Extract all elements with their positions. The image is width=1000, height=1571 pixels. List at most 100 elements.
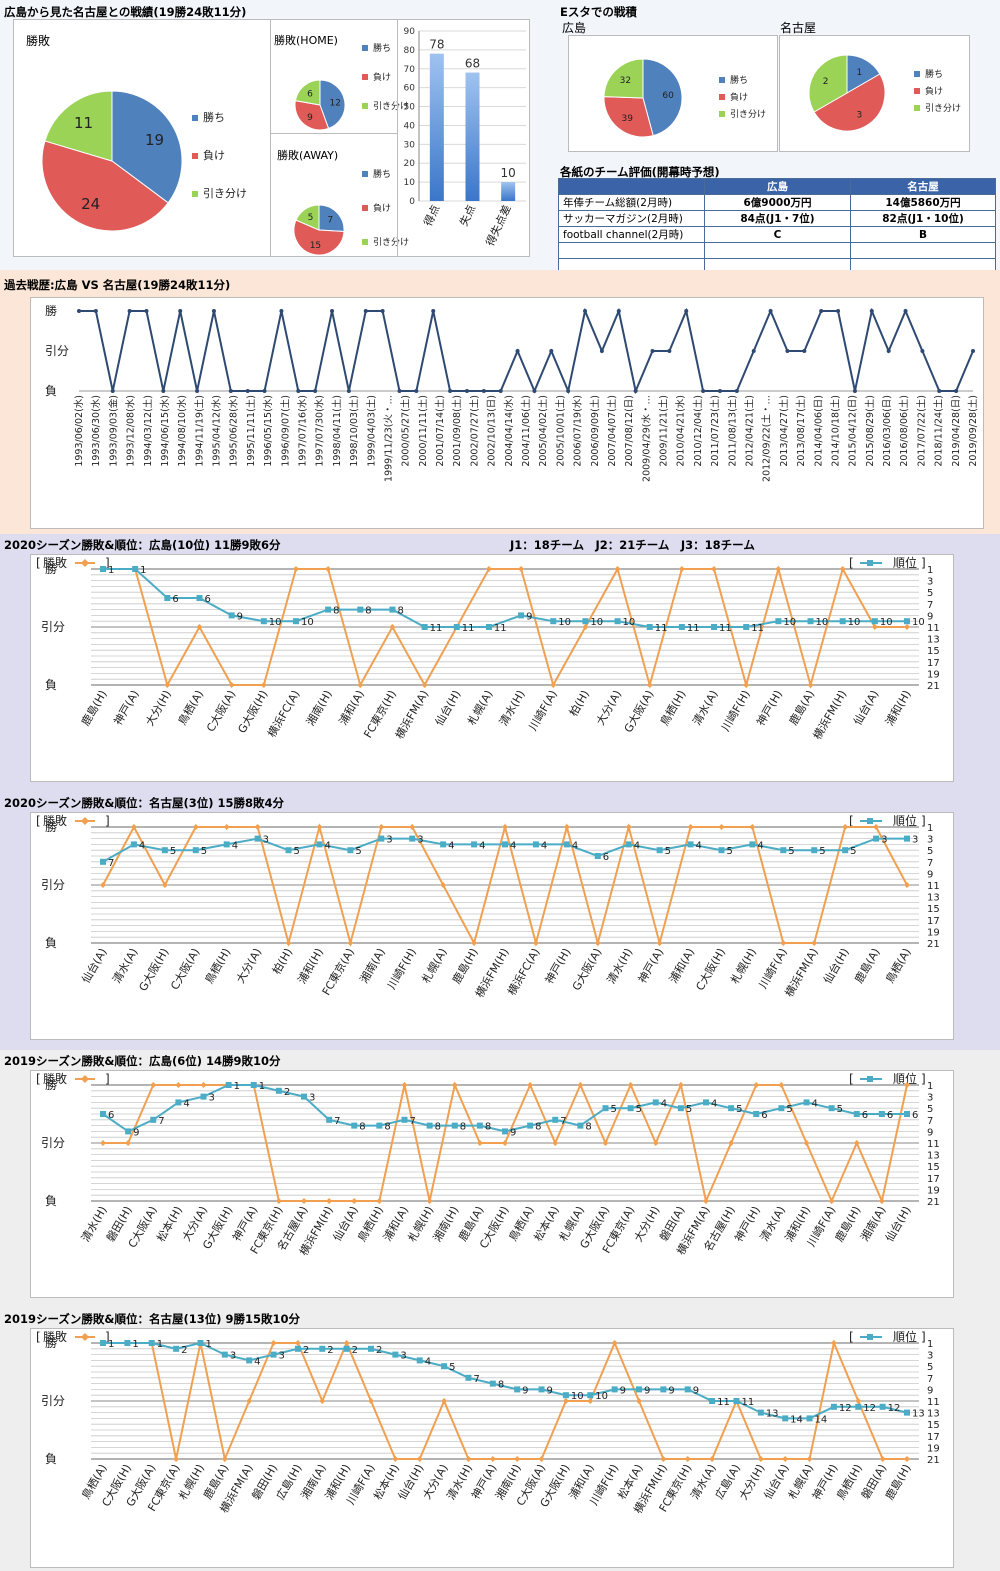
- rank-value-label: 8: [460, 1122, 466, 1133]
- legend-marker: [867, 818, 873, 824]
- result-point: [775, 566, 782, 572]
- rank-point: [441, 1363, 448, 1370]
- rank-point: [502, 1128, 508, 1135]
- data-point: [498, 389, 503, 393]
- data-point: [785, 349, 790, 353]
- rank-value-label: 10: [595, 1391, 608, 1402]
- y-axis-label: 負: [45, 1194, 57, 1208]
- table-cell: サッカーマガジン(2月時): [558, 210, 705, 227]
- x-tick-label: 2009/04/29(水・…: [640, 395, 652, 482]
- y-axis-label: 引分: [45, 344, 69, 358]
- legend-entry: 引き分け: [373, 237, 409, 248]
- result-point: [532, 940, 539, 946]
- rank-tick-label: 11: [927, 1139, 940, 1150]
- rank-value-label: 11: [751, 623, 764, 634]
- rank-tick-label: 13: [927, 1409, 940, 1420]
- eval-title: 各紙のチーム評価(開幕時予想): [560, 165, 720, 179]
- rank-value-label: 7: [410, 1116, 416, 1127]
- rank-value-label: 1: [157, 1339, 163, 1350]
- table-cell: 84点(J1・7位): [704, 210, 851, 227]
- rank-value-label: 5: [686, 1104, 692, 1115]
- rank-point: [376, 1122, 383, 1129]
- x-tick-label: 2007/04/07(土): [606, 395, 618, 467]
- data-point: [431, 309, 436, 313]
- data-point: [448, 389, 453, 393]
- rank-value-label: 4: [510, 840, 516, 851]
- result-point: [587, 1398, 594, 1404]
- history-section: 過去戦歴:広島 VS 名古屋(19勝24敗11分) 勝引分負 1993/06/02…: [0, 270, 1000, 534]
- result-point: [164, 682, 171, 688]
- legend-swatch: [914, 71, 920, 77]
- season-section: 2019シーズン勝敗&順位：名古屋(13位) 9勝15敗10分[勝敗][順位] 1…: [0, 1308, 1000, 1571]
- x-tick-label: 鹿島(H): [449, 946, 481, 987]
- rank-tick-label: 13: [927, 893, 940, 904]
- data-point: [954, 389, 959, 393]
- legend-entry: 引き分け: [925, 103, 961, 114]
- rank-point: [392, 1351, 399, 1358]
- y-axis-label: 負: [45, 936, 57, 950]
- pie-value-label: 32: [620, 76, 631, 86]
- rank-value-label: 5: [355, 846, 361, 857]
- table-row: 広島 名古屋: [558, 178, 996, 195]
- result-point: [803, 1140, 810, 1146]
- home-pie-label: 勝敗(HOME): [274, 34, 338, 47]
- x-tick-label: 神戸(H): [542, 946, 574, 987]
- rank-value-label: 10: [912, 617, 925, 628]
- y-tick-label: 30: [404, 140, 416, 150]
- result-point: [904, 624, 910, 630]
- rank-value-label: 4: [232, 840, 238, 851]
- data-point: [313, 389, 318, 393]
- rank-value-label: 5: [294, 846, 300, 857]
- x-tick-label: 1994/06/15(水): [159, 395, 171, 467]
- data-point: [599, 349, 604, 353]
- rank-point: [453, 624, 460, 630]
- result-point: [316, 824, 323, 830]
- legend-bracket: ]: [105, 814, 110, 828]
- rank-point: [807, 618, 814, 625]
- result-point: [780, 940, 787, 946]
- rank-value-label: 3: [881, 835, 887, 846]
- data-point: [684, 309, 689, 313]
- data-point: [971, 349, 975, 353]
- result-point: [904, 1456, 910, 1462]
- rank-value-label: 8: [384, 1122, 390, 1133]
- data-point: [583, 309, 588, 313]
- x-tick-label: 2012/09/22(土・…: [761, 395, 773, 482]
- legend-swatch: [362, 74, 368, 80]
- result-point: [778, 1082, 785, 1088]
- result-point: [465, 1456, 472, 1462]
- season-title: 2019シーズン勝敗&順位：広島(6位) 14勝9敗10分: [4, 1054, 281, 1068]
- rank-value-label: 6: [603, 852, 609, 863]
- rank-point: [678, 624, 685, 630]
- result-point: [782, 1456, 789, 1462]
- rank-value-label: 10: [816, 617, 829, 628]
- y-axis-label: 負: [45, 384, 57, 398]
- y-axis-label: 勝: [45, 819, 57, 834]
- pie-value-label: 7: [327, 216, 333, 226]
- rank-value-label: 1: [132, 1339, 138, 1350]
- data-point: [346, 389, 351, 393]
- x-tick-label: 2001/07/14(土): [434, 395, 446, 467]
- data-point: [650, 349, 655, 353]
- x-tick-label: 清水(H): [497, 688, 528, 728]
- pie-slice: [294, 100, 330, 131]
- x-tick-label: 1993/06/02(水): [73, 395, 85, 467]
- result-point: [200, 1082, 207, 1088]
- data-point: [195, 389, 200, 393]
- legend-swatch: [719, 77, 725, 83]
- rank-value-label: 3: [263, 835, 269, 846]
- rank-value-label: 2: [284, 1087, 290, 1098]
- legend-entry: 負け: [730, 91, 748, 103]
- rank-value-label: 6: [912, 1110, 918, 1121]
- result-point: [351, 1198, 358, 1204]
- rank-value-label: 3: [309, 1093, 315, 1104]
- rank-point: [532, 841, 539, 848]
- result-point: [660, 1456, 667, 1462]
- rank-tick-label: 1: [927, 1339, 933, 1350]
- x-tick-label: 2019/09/28(土): [967, 395, 979, 467]
- result-point: [678, 566, 685, 572]
- rank-tick-label: 1: [927, 823, 933, 834]
- y-axis-label: 引分: [41, 1136, 65, 1150]
